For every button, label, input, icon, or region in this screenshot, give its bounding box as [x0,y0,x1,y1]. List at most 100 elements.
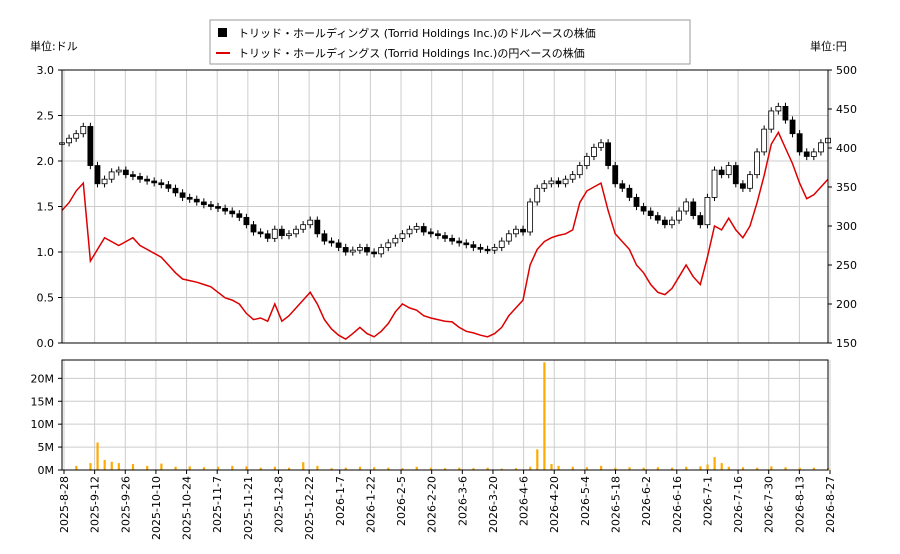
left-tick-label: 0.0 [37,337,55,350]
volume-bar [188,466,191,470]
candle-body [470,244,477,248]
candle-body [711,169,718,198]
volume-bar [358,466,362,470]
candle-body [392,237,399,244]
volume-bar [89,463,92,470]
volume-bar [117,463,120,470]
candle-body [435,233,441,237]
candle-body [186,196,193,200]
volume-bar [628,467,631,470]
candle-body [661,219,668,226]
volume-tick-label: 5M [38,441,55,454]
volume-bar [287,467,291,470]
grid [62,69,831,471]
volume-bar [685,466,688,470]
volume-bar [536,449,539,470]
candle-body [87,126,94,166]
candle-body [307,219,314,226]
volume-bar [387,467,390,470]
right-tick-label: 350 [836,181,857,194]
right-tick-label: 500 [836,64,857,77]
x-tick-label: 2026-1-7 [334,476,347,526]
candle-body [137,176,143,180]
volume-bar [458,467,461,470]
candle-body [789,119,796,135]
candle-body [222,207,229,212]
volume-bar [784,467,787,470]
volume-tick-label: 10M [31,418,55,431]
candle-body [208,204,214,207]
x-tick-label: 2026-6-2 [640,476,653,526]
candle-body [406,228,413,235]
candle-body [513,228,519,235]
volume-bar [373,467,376,470]
candle-body [605,142,612,166]
candle-body [484,248,491,252]
volume-bar [656,467,659,470]
volume-bar [543,362,546,470]
candle-body [612,165,619,185]
candle-body [442,235,448,239]
volume-tick-label: 20M [31,372,55,385]
volume-bar [401,468,404,470]
candle-body [151,180,158,184]
volume-bar [302,462,305,470]
right-tick-label: 300 [836,220,857,233]
volume-bar [273,466,276,470]
left-tick-label: 2.5 [37,110,55,123]
candle-body [527,201,534,233]
candle-body [640,206,647,212]
volume-bar [642,467,645,470]
legend-marker-usd [218,28,227,37]
volume-bar [146,465,149,470]
candle-body [236,213,243,218]
x-tick-label: 2026-3-20 [487,476,500,533]
x-tick-label: 2026-4-6 [518,476,531,526]
volume-panel-frame [61,359,829,471]
candle-body [647,210,654,217]
candle-body [725,165,732,176]
volume-bar [486,467,489,470]
candle-body [115,169,122,173]
candle-body [165,184,172,189]
volume-bar [741,467,745,470]
candle-body [94,165,101,185]
x-tick-label: 2026-5-18 [610,476,623,533]
candle-body [477,247,484,250]
price-series [59,102,831,340]
candle-body [818,142,824,153]
candle-body [505,233,512,242]
volume-bar [727,466,730,470]
left-tick-label: 3.0 [37,64,55,77]
candle-body [782,106,789,121]
candle-body [491,247,498,251]
candle-body [271,228,278,239]
right-tick-label: 450 [836,103,857,116]
volume-bar [514,468,518,470]
volume-bar [75,465,78,470]
candle-body [449,237,455,242]
legend: トリッド・ホールディングス (Torrid Holdings Inc.)のドルベ… [209,19,691,65]
candle-body [541,183,548,189]
x-tick-label: 2025-10-24 [181,476,194,540]
candle-body [342,247,349,253]
volume-bar [344,467,347,470]
candle-body [598,142,604,148]
candle-body [371,251,377,255]
candle-body [385,242,392,248]
candle-body [768,110,775,130]
volume-bar [472,468,475,470]
right-tick-label: 250 [836,259,857,272]
x-tick-label: 2026-4-20 [548,476,561,533]
candle-body [356,247,363,251]
candle-body [321,233,328,242]
candle-body [555,180,562,185]
plot-frames [61,69,829,471]
x-tick-label: 2026-8-27 [824,476,837,533]
volume-bar [160,463,163,470]
candle-body [796,133,803,153]
volume-bar [316,465,319,470]
candle-body [619,183,626,189]
volume-bars [75,362,830,470]
